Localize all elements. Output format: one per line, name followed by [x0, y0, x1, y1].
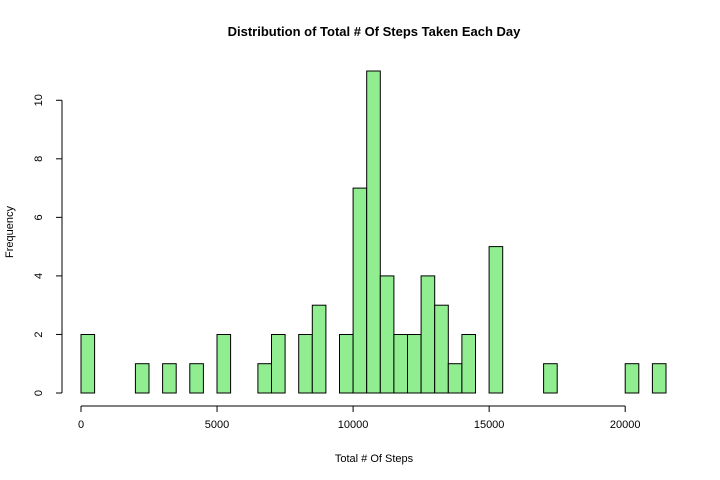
histogram-bar [80, 334, 96, 394]
histogram-bar [271, 334, 286, 394]
histogram-bar [189, 363, 204, 394]
histogram-bar [543, 363, 558, 394]
histogram-bar [352, 187, 368, 394]
histogram-bar [407, 334, 422, 394]
histogram-bar [257, 363, 272, 394]
x-tick-label: 5000 [205, 419, 229, 431]
chart-title: Distribution of Total # Of Steps Taken E… [228, 24, 522, 39]
histogram-bar [488, 246, 504, 394]
histogram-bar [298, 334, 313, 394]
histogram-bar [311, 304, 327, 394]
y-axis-label: Frequency [4, 206, 16, 258]
x-axis: 0 5000 10000 15000 20000 [78, 405, 641, 431]
x-tick-label: 10000 [338, 419, 369, 431]
y-tick-label: 0 [33, 390, 45, 396]
histogram-bar [393, 334, 408, 394]
y-tick-label: 10 [33, 94, 45, 106]
histogram-bar [447, 363, 463, 394]
histogram-bar [366, 70, 381, 394]
y-tick-label: 4 [33, 273, 45, 279]
histogram-bar [134, 363, 150, 394]
histogram-bar [420, 275, 436, 394]
y-axis: 0 2 4 6 8 10 [33, 94, 63, 396]
histogram-bar [216, 334, 232, 394]
histogram-bar [434, 304, 449, 394]
histogram-bar [624, 363, 640, 394]
y-tick-label: 8 [33, 156, 45, 162]
x-tick-label: 0 [78, 419, 84, 431]
x-tick-label: 20000 [610, 419, 641, 431]
y-tick-label: 2 [33, 331, 45, 337]
x-tick-label: 15000 [474, 419, 505, 431]
histogram-bar [651, 363, 667, 394]
histogram-bar [461, 334, 476, 394]
histogram-bar [379, 275, 395, 394]
y-tick-label: 6 [33, 214, 45, 220]
bars-group [80, 70, 667, 394]
histogram-bar [162, 363, 177, 394]
x-axis-label: Total # Of Steps [335, 453, 414, 465]
histogram-bar [339, 334, 354, 394]
